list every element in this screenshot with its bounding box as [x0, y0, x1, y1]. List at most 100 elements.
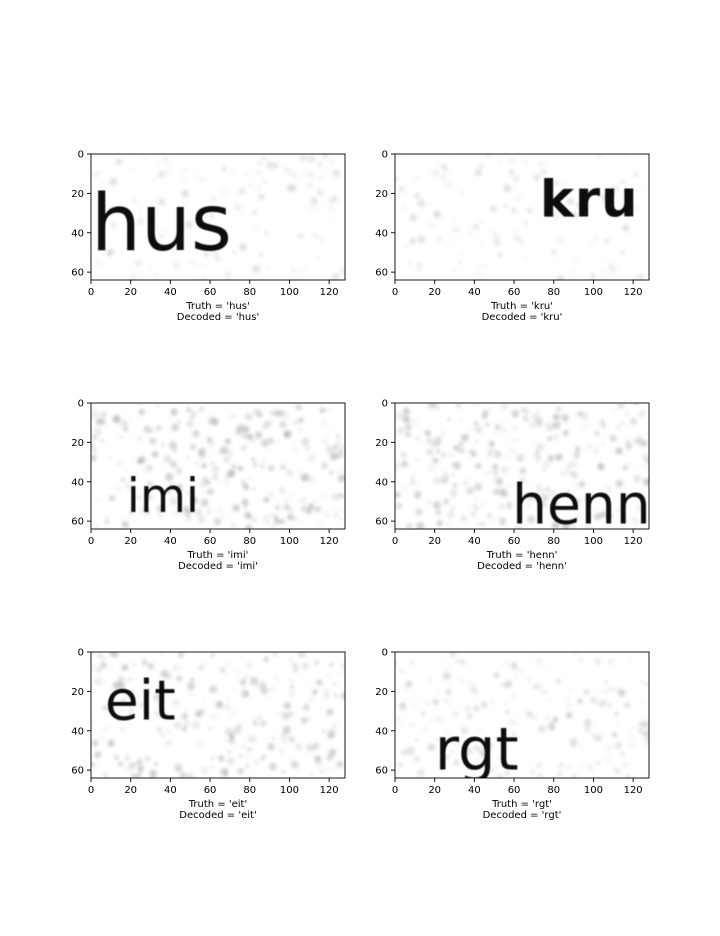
y-tick-label: 0: [382, 150, 388, 161]
x-tick-label: 60: [508, 536, 521, 547]
x-tick-label: 100: [280, 785, 299, 796]
x-tick-label: 0: [88, 785, 94, 796]
x-tick-label: 0: [88, 536, 94, 547]
y-tick-label: 40: [375, 477, 388, 488]
image-background: [91, 652, 345, 778]
subplot-rgt: rgt 0 20 40 60 80 100 120 0 20 40 60 Truth = 'rgt'De…: [375, 648, 650, 821]
axes-frame: [90, 153, 346, 281]
x-tick-label: 80: [547, 536, 560, 547]
y-tick-label: 20: [375, 189, 388, 200]
y-tick-label: 20: [71, 189, 84, 200]
y-tick-label: 60: [71, 517, 84, 528]
x-tick-label: 120: [624, 536, 643, 547]
y-tick-label: 60: [71, 766, 84, 777]
truth-label: Truth = 'imi': [187, 550, 249, 561]
image-word: imi: [127, 469, 199, 524]
x-tick-label: 40: [164, 287, 177, 298]
decoded-label: Decoded = 'imi': [178, 561, 258, 572]
y-tick-label: 40: [71, 726, 84, 737]
y-tick-label: 0: [78, 150, 84, 161]
y-tick-label: 60: [71, 268, 84, 279]
y-tick-label: 0: [78, 399, 84, 410]
subplot-kru: kru 0 20 40 60 80 100 120 0 20 40 60 Truth = 'kru'De…: [375, 150, 650, 323]
x-tick-label: 40: [468, 287, 481, 298]
truth-label: Truth = 'rgt': [491, 799, 552, 810]
axes-frame: [394, 651, 650, 779]
decoded-label: Decoded = 'henn': [477, 561, 567, 572]
y-tick-label: 0: [78, 648, 84, 659]
x-tick-label: 20: [124, 536, 137, 547]
y-tick-label: 60: [375, 268, 388, 279]
x-tick-label: 100: [280, 287, 299, 298]
subplot-eit: eit 0 20 40 60 80 100 120 0 20 40 60 Truth = 'eit'De…: [71, 648, 346, 821]
y-tick-label: 0: [382, 648, 388, 659]
x-tick-label: 40: [164, 785, 177, 796]
x-tick-label: 120: [320, 287, 339, 298]
x-tick-label: 20: [428, 785, 441, 796]
y-tick-label: 40: [71, 477, 84, 488]
x-tick-label: 100: [584, 287, 603, 298]
x-tick-label: 0: [392, 536, 398, 547]
x-tick-label: 60: [508, 287, 521, 298]
x-tick-label: 80: [243, 287, 256, 298]
y-tick-label: 0: [382, 399, 388, 410]
image-word: hus: [91, 177, 232, 269]
x-tick-label: 40: [468, 536, 481, 547]
x-tick-label: 120: [320, 785, 339, 796]
y-tick-label: 40: [375, 726, 388, 737]
x-tick-label: 80: [243, 536, 256, 547]
decoded-label: Decoded = 'rgt': [483, 810, 562, 821]
x-tick-label: 60: [204, 785, 217, 796]
axes-frame: [394, 402, 650, 530]
x-tick-label: 120: [624, 287, 643, 298]
image-noise: [91, 154, 345, 280]
x-tick-label: 60: [204, 287, 217, 298]
x-tick-label: 60: [204, 536, 217, 547]
y-tick-label: 60: [375, 517, 388, 528]
x-tick-label: 0: [88, 287, 94, 298]
decoded-label: Decoded = 'hus': [177, 312, 259, 323]
y-tick-label: 40: [71, 228, 84, 239]
image-noise: [395, 652, 649, 778]
x-tick-label: 60: [508, 785, 521, 796]
decoded-label: Decoded = 'kru': [482, 312, 563, 323]
image-noise: [91, 403, 345, 529]
x-tick-label: 20: [428, 536, 441, 547]
image-word: rgt: [435, 714, 519, 783]
x-tick-label: 120: [624, 785, 643, 796]
x-tick-label: 120: [320, 536, 339, 547]
truth-label: Truth = 'hus': [185, 301, 249, 312]
axes-frame: [90, 651, 346, 779]
subplot-henn: henn 0 20 40 60 80 100 120 0 20 40 60 Truth = 'henn'…: [375, 399, 651, 572]
x-tick-label: 0: [392, 287, 398, 298]
subplot-hus: hus 0 20 40 60 80 100 120 0 20 40 60 Truth = 'hus'De…: [71, 150, 346, 323]
truth-label: Truth = 'eit': [188, 799, 247, 810]
y-tick-label: 40: [375, 228, 388, 239]
x-tick-label: 80: [547, 287, 560, 298]
decoded-label: Decoded = 'eit': [179, 810, 256, 821]
x-tick-label: 80: [547, 785, 560, 796]
axes-frame: [394, 153, 650, 281]
x-tick-label: 80: [243, 785, 256, 796]
y-tick-label: 20: [375, 438, 388, 449]
y-tick-label: 20: [375, 687, 388, 698]
image-word: eit: [105, 668, 176, 732]
x-tick-label: 20: [428, 287, 441, 298]
image-word: henn: [512, 472, 651, 536]
y-tick-label: 20: [71, 687, 84, 698]
x-tick-label: 40: [164, 536, 177, 547]
image-word: kru: [540, 169, 639, 229]
x-tick-label: 100: [584, 536, 603, 547]
x-tick-label: 100: [584, 785, 603, 796]
x-tick-label: 20: [124, 287, 137, 298]
image-noise: [91, 652, 345, 778]
truth-label: Truth = 'kru': [490, 301, 553, 312]
y-tick-label: 60: [375, 766, 388, 777]
image-noise: [395, 403, 649, 529]
axes-frame: [90, 402, 346, 530]
x-tick-label: 0: [392, 785, 398, 796]
y-tick-label: 20: [71, 438, 84, 449]
x-tick-label: 100: [280, 536, 299, 547]
image-noise: [395, 154, 649, 280]
